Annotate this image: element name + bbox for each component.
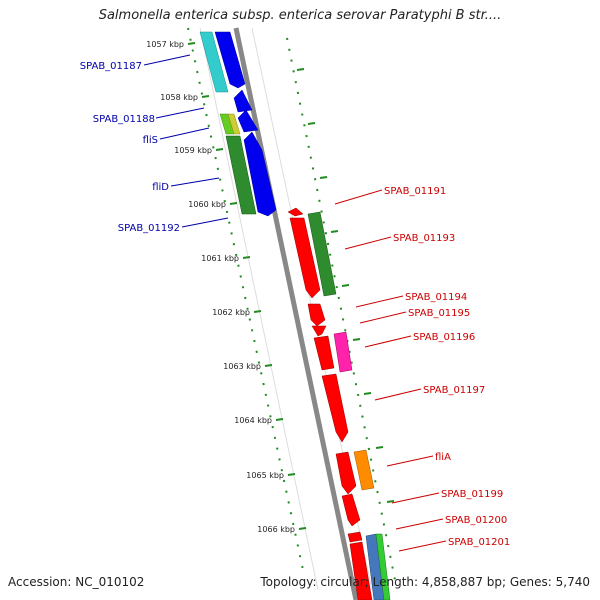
right-label-5-leader — [374, 388, 422, 401]
right-label-0[interactable]: SPAB_01191 — [384, 186, 446, 197]
tick-label-8: 1065 kbp — [246, 471, 284, 480]
tick-label-6: 1063 kbp — [223, 362, 261, 371]
gene-spab-01200[interactable] — [347, 531, 363, 543]
gene-spab-01191[interactable] — [287, 207, 304, 217]
accession-text: Accession: NC_010102 — [8, 575, 145, 589]
right-label-2[interactable]: SPAB_01194 — [405, 292, 467, 303]
tick-mark-6 — [264, 364, 273, 367]
right-tick-mark-1 — [307, 122, 316, 125]
tick-label-4: 1061 kbp — [201, 254, 239, 263]
gene-flid-green[interactable] — [225, 135, 257, 215]
gene-flia-red[interactable] — [335, 451, 357, 495]
right-label-9[interactable]: SPAB_01201 — [448, 537, 510, 548]
right-label-2-leader — [355, 295, 404, 308]
gene-spab-01201-green[interactable] — [375, 533, 391, 600]
right-tick-mark-0 — [296, 68, 305, 71]
tick-label-7: 1064 kbp — [234, 416, 272, 425]
right-label-6-leader — [386, 455, 434, 467]
right-tick-mark-4 — [341, 284, 350, 287]
genome-backbone — [233, 27, 359, 600]
left-label-3-leader — [170, 177, 220, 187]
left-label-4-leader — [181, 217, 229, 228]
gene-spab-01187[interactable] — [214, 31, 246, 89]
gene-spab-01197[interactable] — [321, 373, 349, 443]
gene-spab-01201-blue[interactable] — [365, 533, 385, 600]
genome-summary-text: Topology: circular; Length: 4,858,887 bp… — [260, 575, 590, 589]
gene-spab-01193-red[interactable] — [289, 217, 321, 299]
right-label-5[interactable]: SPAB_01197 — [423, 385, 485, 396]
tick-label-3: 1060 kbp — [188, 200, 226, 209]
tick-mark-0 — [187, 42, 196, 45]
right-label-1[interactable]: SPAB_01193 — [393, 233, 455, 244]
right-tick-track — [286, 37, 396, 581]
left-label-4[interactable]: SPAB_01192 — [118, 223, 180, 234]
right-label-4[interactable]: SPAB_01196 — [413, 332, 475, 343]
right-label-7[interactable]: SPAB_01199 — [441, 489, 503, 500]
right-label-4-leader — [364, 335, 412, 348]
gene-spab-01201-red[interactable] — [349, 541, 373, 600]
right-label-0-leader — [334, 189, 383, 205]
left-label-0[interactable]: SPAB_01187 — [80, 61, 142, 72]
left-label-3[interactable]: fliD — [152, 182, 169, 193]
gene-flis-arrow[interactable] — [237, 109, 259, 133]
left-label-1[interactable]: SPAB_01188 — [93, 114, 155, 125]
gene-flis-yellow[interactable] — [227, 113, 241, 135]
left-label-2-leader — [159, 127, 210, 140]
forward-lane-guide — [199, 27, 319, 591]
right-label-3-leader — [359, 311, 407, 324]
tick-mark-5 — [253, 310, 262, 313]
right-label-9-leader — [398, 540, 447, 552]
right-tick-mark-8 — [386, 500, 395, 503]
tick-label-0: 1057 kbp — [146, 40, 184, 49]
gene-spab-01193-green[interactable] — [307, 211, 337, 297]
tick-mark-8 — [287, 473, 296, 476]
tick-label-2: 1059 kbp — [174, 146, 212, 155]
tick-mark-2 — [215, 148, 224, 151]
right-label-6[interactable]: fliA — [435, 452, 451, 463]
gene-spab-01194[interactable] — [307, 303, 326, 327]
left-label-2[interactable]: fliS — [143, 135, 158, 146]
gene-flid[interactable] — [243, 131, 277, 217]
right-tick-mark-3 — [330, 230, 339, 233]
tick-mark-4 — [242, 256, 251, 259]
right-label-3[interactable]: SPAB_01195 — [408, 308, 470, 319]
right-tick-mark-7 — [375, 446, 384, 449]
gene-spab-01195[interactable] — [311, 325, 327, 337]
gene-flia-orange[interactable] — [353, 449, 375, 491]
right-tick-mark-6 — [363, 392, 372, 395]
tick-mark-3 — [229, 202, 238, 205]
tick-label-5: 1062 kbp — [212, 308, 250, 317]
tick-marks: 1057 kbp 1058 kbp 1059 kbp 1060 kbp 1061 kbp… — [146, 40, 395, 534]
tick-label-9: 1066 kbp — [257, 525, 295, 534]
gene-spab-01196-magenta[interactable] — [333, 331, 353, 373]
tick-mark-9 — [298, 527, 307, 530]
right-label-8[interactable]: SPAB_01200 — [445, 515, 507, 526]
gene-spab-01199[interactable] — [341, 493, 361, 527]
gene-spab-01196-red[interactable] — [313, 335, 335, 371]
right-label-8-leader — [395, 518, 444, 530]
tick-label-1: 1058 kbp — [160, 93, 198, 102]
tick-mark-7 — [275, 418, 284, 421]
right-tick-mark-5 — [352, 338, 361, 341]
gene-spab-01187-cyan[interactable] — [199, 31, 229, 93]
right-label-1-leader — [344, 236, 392, 250]
left-label-0-leader — [143, 54, 191, 66]
gene-spab-01188[interactable] — [233, 89, 253, 113]
tick-mark-1 — [201, 95, 210, 98]
gene-labels: SPAB_01187 SPAB_01188 fliS fliD SPAB_01192 SP… — [80, 54, 510, 552]
gene-features — [199, 31, 391, 600]
left-label-1-leader — [155, 107, 205, 119]
right-label-7-leader — [391, 492, 440, 504]
map-title: Salmonella enterica subsp. enterica sero… — [98, 8, 502, 23]
right-tick-mark-2 — [319, 176, 328, 179]
